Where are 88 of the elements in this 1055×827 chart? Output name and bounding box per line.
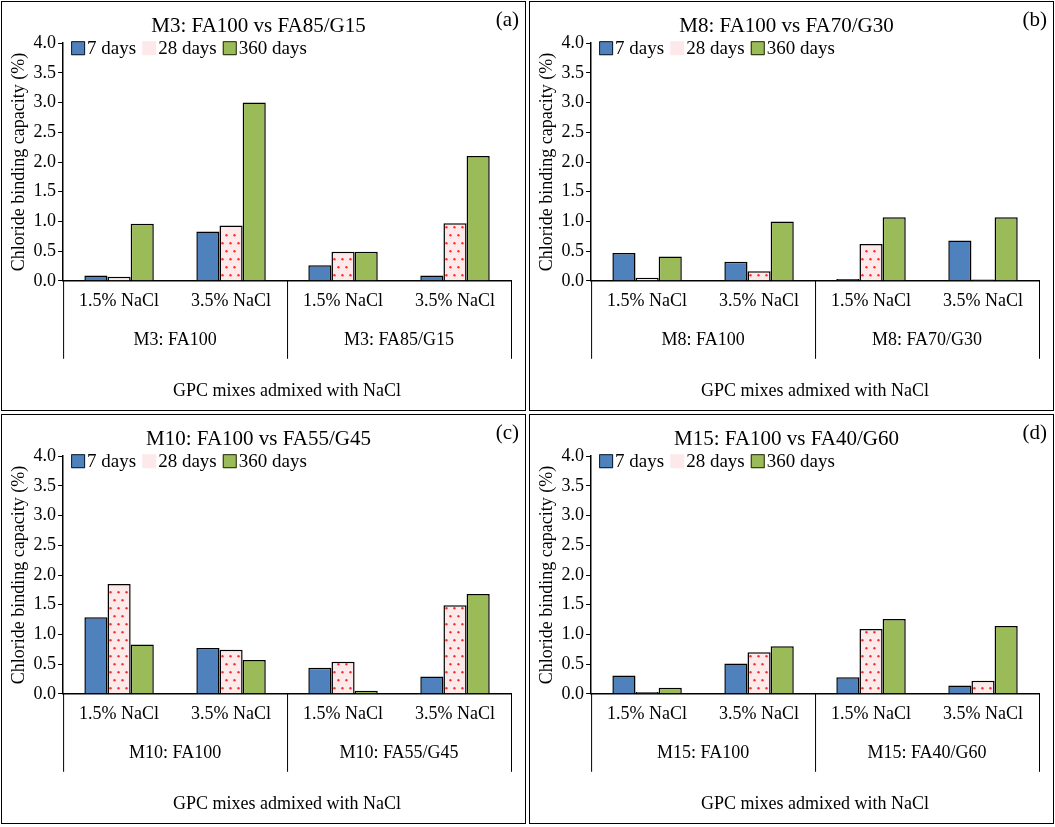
text: (c) <box>495 420 519 445</box>
y-tick-label: 0.5 <box>561 652 585 673</box>
y-tick-label: 3.5 <box>33 61 57 82</box>
chart-title: M10: FA100 vs FA55/G45 <box>145 426 372 451</box>
y-tick-label: 1.0 <box>33 623 57 644</box>
x-tick-label: 1.5% NaCl <box>79 703 160 724</box>
x-tick-label: 1.5% NaCl <box>303 703 384 724</box>
y-tick-label: 2.5 <box>33 534 57 555</box>
y-tick-label: 4.0 <box>33 444 57 465</box>
text: M8: FA100 <box>661 328 745 349</box>
text: (a) <box>495 7 519 32</box>
chart-title: M15: FA100 vs FA40/G60 <box>673 426 900 451</box>
x-tick-label: 3.5% NaCl <box>943 290 1024 311</box>
legend-label: 7 days <box>615 37 665 59</box>
y-tick-label: 1.5 <box>561 180 585 201</box>
x-axis-title: GPC mixes admixed with NaCl <box>701 379 930 400</box>
y-tick-label: 3.5 <box>561 474 585 495</box>
y-axis-title: Chloride binding capacity (%) <box>7 465 29 685</box>
x-tick-label: 1.5% NaCl <box>831 290 912 311</box>
y-tick-label: 4.0 <box>561 31 585 52</box>
y-tick-label: 2.5 <box>561 121 585 142</box>
legend-label: 360 days <box>766 37 835 59</box>
x-axis-title: GPC mixes admixed with NaCl <box>173 379 402 400</box>
y-tick-label: 2.0 <box>33 150 57 171</box>
legend-label: 7 days <box>615 450 665 472</box>
y-tick-label: 0.0 <box>561 269 585 290</box>
text: M8: FA70/G30 <box>871 328 983 349</box>
legend-label: 360 days <box>766 450 835 472</box>
x-tick-label: 1.5% NaCl <box>831 703 912 724</box>
y-tick-label: 3.0 <box>33 504 57 525</box>
y-tick-label: 2.0 <box>33 563 57 584</box>
x-tick-label: 1.5% NaCl <box>303 290 384 311</box>
y-tick-label: 2.0 <box>561 563 585 584</box>
text: M10: FA100 <box>128 741 222 762</box>
y-axis-title: Chloride binding capacity (%) <box>7 52 29 272</box>
y-tick-label: 1.0 <box>33 210 57 231</box>
y-tick-label: 0.0 <box>33 269 57 290</box>
y-tick-label: 3.0 <box>561 504 585 525</box>
y-tick-label: 0.5 <box>561 239 585 260</box>
y-tick-label: 0.5 <box>33 239 57 260</box>
x-tick-label: 3.5% NaCl <box>943 703 1024 724</box>
legend-label: 360 days <box>238 37 307 59</box>
chart-title: M3: FA100 vs FA85/G15 <box>151 13 366 38</box>
text: (b) <box>1022 7 1047 32</box>
legend-label: 7 days <box>87 450 137 472</box>
x-tick-label: 3.5% NaCl <box>415 290 496 311</box>
y-tick-label: 4.0 <box>561 444 585 465</box>
y-tick-label: 3.0 <box>33 91 57 112</box>
y-tick-label: 4.0 <box>33 31 57 52</box>
text: M15: FA40/G60 <box>867 741 987 762</box>
x-tick-label: 3.5% NaCl <box>191 703 272 724</box>
y-tick-label: 1.0 <box>561 623 585 644</box>
y-tick-label: 1.5 <box>33 593 57 614</box>
y-tick-label: 2.0 <box>561 150 585 171</box>
y-tick-label: 2.5 <box>33 121 57 142</box>
x-tick-label: 3.5% NaCl <box>719 290 800 311</box>
chart-title: M8: FA100 vs FA70/G30 <box>679 13 894 38</box>
y-tick-label: 2.5 <box>561 534 585 555</box>
text: (d) <box>1022 420 1047 445</box>
x-tick-label: 1.5% NaCl <box>607 703 688 724</box>
legend-label: 360 days <box>238 450 307 472</box>
legend-label: 7 days <box>87 37 137 59</box>
x-axis-title: GPC mixes admixed with NaCl <box>701 792 930 813</box>
y-tick-label: 1.5 <box>561 593 585 614</box>
y-tick-label: 0.5 <box>33 652 57 673</box>
legend-label: 28 days <box>686 450 745 472</box>
text: M10: FA55/G45 <box>339 741 459 762</box>
legend-label: 28 days <box>158 450 217 472</box>
y-tick-label: 1.0 <box>561 210 585 231</box>
y-tick-label: 3.5 <box>33 474 57 495</box>
legend-label: 28 days <box>158 37 217 59</box>
y-axis-title: Chloride binding capacity (%) <box>535 465 557 685</box>
x-tick-label: 3.5% NaCl <box>719 703 800 724</box>
x-tick-label: 3.5% NaCl <box>191 290 272 311</box>
y-tick-label: 0.0 <box>561 682 585 703</box>
legend-label: 28 days <box>686 37 745 59</box>
y-tick-label: 0.0 <box>33 682 57 703</box>
x-tick-label: 1.5% NaCl <box>79 290 160 311</box>
y-tick-label: 3.5 <box>561 61 585 82</box>
text: M3: FA85/G15 <box>343 328 455 349</box>
text: M3: FA100 <box>133 328 217 349</box>
x-tick-label: 1.5% NaCl <box>607 290 688 311</box>
y-axis-title: Chloride binding capacity (%) <box>535 52 557 272</box>
x-tick-label: 3.5% NaCl <box>415 703 496 724</box>
y-tick-label: 1.5 <box>33 180 57 201</box>
text: M15: FA100 <box>656 741 750 762</box>
x-axis-title: GPC mixes admixed with NaCl <box>173 792 402 813</box>
y-tick-label: 3.0 <box>561 91 585 112</box>
